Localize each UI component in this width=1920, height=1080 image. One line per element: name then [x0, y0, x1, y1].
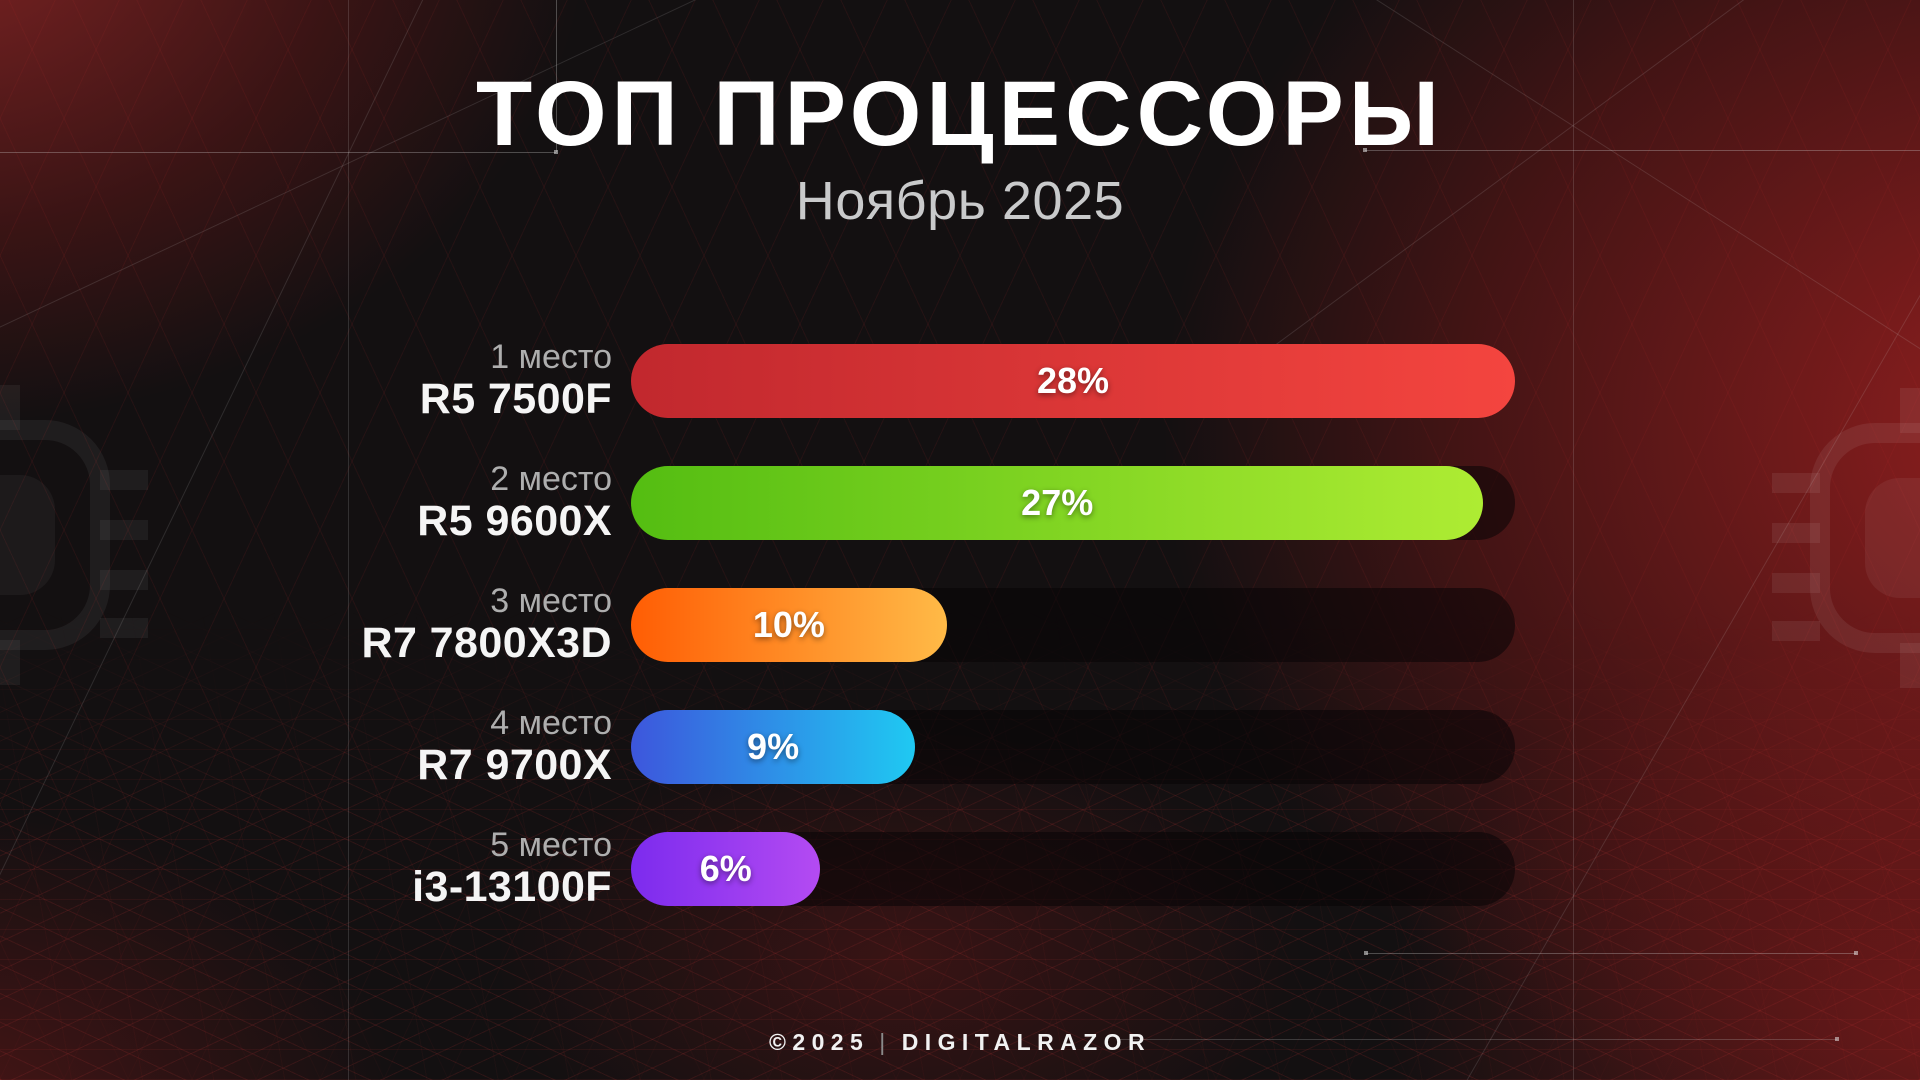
bar-fill: 28%	[631, 344, 1515, 418]
decor-horizontal-segment-topright	[1365, 150, 1920, 151]
bar-track: 6%	[631, 832, 1515, 906]
chart-row: 3 место R7 7800X3D 10%	[0, 583, 1920, 667]
bar-fill: 9%	[631, 710, 916, 784]
rank-label: 3 место	[490, 582, 612, 621]
bar-fill: 10%	[631, 588, 947, 662]
chart-row: 2 место R5 9600X 27%	[0, 461, 1920, 545]
decor-vertical-line-left	[348, 0, 349, 1080]
rank-label: 1 место	[490, 338, 612, 377]
cpu-name: R7 7800X3D	[361, 619, 612, 668]
rank-label: 5 место	[490, 826, 612, 865]
bar-track: 10%	[631, 588, 1515, 662]
chart-row: 4 место R7 9700X 9%	[0, 705, 1920, 789]
bar-fill: 6%	[631, 832, 821, 906]
page-subtitle: Ноябрь 2025	[795, 171, 1125, 231]
bar-value-label: 9%	[747, 726, 800, 767]
bar-value-label: 6%	[699, 848, 752, 889]
decor-horizontal-segment-bottomright-2	[1120, 1039, 1837, 1040]
footer: ©2025 | DIGITALRAZOR	[0, 1029, 1920, 1056]
rank-label: 4 место	[490, 704, 612, 743]
cpu-name: R5 7500F	[419, 375, 612, 424]
row-label: 3 место R7 7800X3D	[0, 583, 612, 666]
decor-vertical-segment-top	[556, 0, 557, 152]
footer-divider: |	[879, 1029, 892, 1055]
cpu-name: i3-13100F	[412, 863, 612, 912]
cpu-name: R7 9700X	[417, 741, 612, 790]
bar-value-label: 10%	[752, 604, 825, 645]
row-label: 2 место R5 9600X	[0, 461, 612, 544]
chart-row: 1 место R5 7500F 28%	[0, 339, 1920, 423]
row-label: 5 место i3-13100F	[0, 827, 612, 910]
bar-value-label: 27%	[1021, 482, 1094, 523]
decor-vertical-line-right	[1573, 0, 1574, 1080]
bar-track: 28%	[631, 344, 1515, 418]
decor-line-endpoint-dot	[554, 150, 558, 154]
decor-line-endpoint-dot	[1363, 148, 1367, 152]
decor-horizontal-segment-topleft	[0, 152, 556, 153]
decor-horizontal-segment-bottomright-1	[1366, 953, 1856, 954]
cpu-chip-icon-left	[0, 385, 150, 685]
rank-label: 2 место	[490, 460, 612, 499]
page-title: ТОП ПРОЦЕССОРЫ	[476, 63, 1444, 165]
bar-value-label: 28%	[1036, 360, 1110, 401]
bar-chart: 1 место R5 7500F 28% 2 место R5 9600X 27…	[0, 339, 1920, 954]
cpu-chip-icon-right	[1770, 388, 1920, 688]
brand-name: DIGITALRAZOR	[901, 1029, 1152, 1055]
decor-line-endpoint-dot	[1854, 951, 1858, 955]
bar-fill: 27%	[631, 466, 1484, 540]
copyright-text: ©2025	[768, 1029, 870, 1055]
decor-line-endpoint-dot	[1835, 1037, 1839, 1041]
chart-row: 5 место i3-13100F 6%	[0, 827, 1920, 911]
bar-track: 27%	[631, 466, 1515, 540]
row-label: 1 место R5 7500F	[0, 339, 612, 422]
bar-track: 9%	[631, 710, 1515, 784]
cpu-name: R5 9600X	[417, 497, 612, 546]
row-label: 4 место R7 9700X	[0, 705, 612, 788]
decor-line-endpoint-dot	[1364, 951, 1368, 955]
